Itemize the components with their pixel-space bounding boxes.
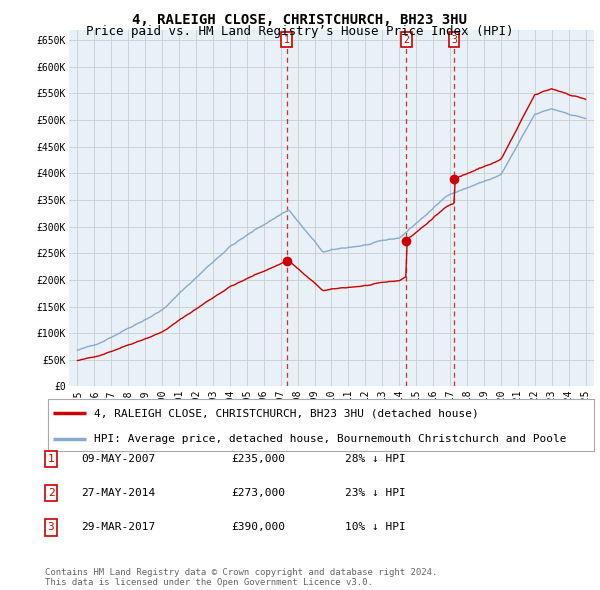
Text: 23% ↓ HPI: 23% ↓ HPI <box>345 489 406 498</box>
Text: 1: 1 <box>284 35 290 45</box>
Text: Contains HM Land Registry data © Crown copyright and database right 2024.
This d: Contains HM Land Registry data © Crown c… <box>45 568 437 587</box>
Text: £235,000: £235,000 <box>231 454 285 464</box>
Text: 3: 3 <box>451 35 457 45</box>
Text: £273,000: £273,000 <box>231 489 285 498</box>
Text: 29-MAR-2017: 29-MAR-2017 <box>81 523 155 532</box>
Text: 2: 2 <box>47 489 55 498</box>
Text: 28% ↓ HPI: 28% ↓ HPI <box>345 454 406 464</box>
Text: 1: 1 <box>47 454 55 464</box>
Text: 10% ↓ HPI: 10% ↓ HPI <box>345 523 406 532</box>
Text: 3: 3 <box>47 523 55 532</box>
Text: 09-MAY-2007: 09-MAY-2007 <box>81 454 155 464</box>
Text: 27-MAY-2014: 27-MAY-2014 <box>81 489 155 498</box>
Text: 2: 2 <box>403 35 409 45</box>
Text: £390,000: £390,000 <box>231 523 285 532</box>
Text: 4, RALEIGH CLOSE, CHRISTCHURCH, BH23 3HU: 4, RALEIGH CLOSE, CHRISTCHURCH, BH23 3HU <box>133 13 467 27</box>
Text: HPI: Average price, detached house, Bournemouth Christchurch and Poole: HPI: Average price, detached house, Bour… <box>94 434 567 444</box>
Text: 4, RALEIGH CLOSE, CHRISTCHURCH, BH23 3HU (detached house): 4, RALEIGH CLOSE, CHRISTCHURCH, BH23 3HU… <box>94 408 479 418</box>
Text: Price paid vs. HM Land Registry’s House Price Index (HPI): Price paid vs. HM Land Registry’s House … <box>86 25 514 38</box>
